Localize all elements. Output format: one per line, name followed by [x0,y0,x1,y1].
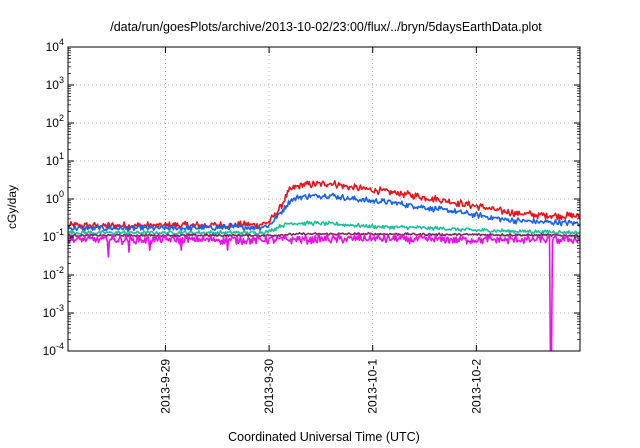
y-tick-label: 10-3 [43,303,64,320]
y-tick-label: 101 [46,151,64,168]
y-tick-label: 100 [46,189,64,206]
plot-area-clip [68,180,580,351]
series-layer [68,180,580,351]
series-line-1 [68,180,580,231]
x-tick-label: 2013-9-29 [158,359,172,414]
x-tick-label: 2013-10-2 [469,359,483,414]
y-tick-label: 10-1 [43,227,64,244]
x-tick-label: 2013-10-1 [366,359,380,414]
x-axis: 2013-9-29 2013-9-30 2013-10-1 2013-10-2 [158,47,483,414]
series-line-5 [68,233,580,351]
x-tick-label: 2013-9-30 [262,359,276,414]
y-tick-label: 10-4 [43,341,64,358]
grid [68,47,580,351]
chart-title: /data/run/goesPlots/archive/2013-10-02/2… [110,20,542,34]
y-axis: 10-4 10-3 10-2 10-1 100 101 102 103 104 [43,37,580,358]
y-tick-label: 104 [46,37,64,54]
series-line-4 [68,231,580,238]
y-tick-label: 102 [46,113,64,130]
x-axis-label: Coordinated Universal Time (UTC) [228,430,420,444]
series-line-2 [68,192,580,233]
y-axis-label: cGy/day [5,185,19,229]
series-line-3 [68,220,580,236]
y-tick-label: 103 [46,75,64,92]
y-tick-label: 10-2 [43,265,64,282]
